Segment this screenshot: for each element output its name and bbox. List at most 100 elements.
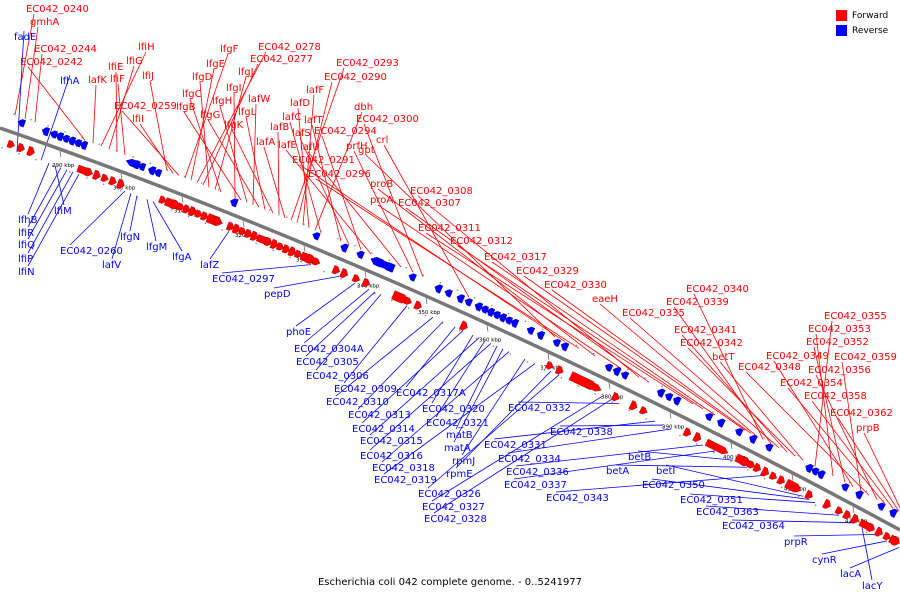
forward-gene-arrow[interactable] [873, 526, 884, 538]
reverse-gene-arrow[interactable] [620, 370, 630, 380]
forward-gene-arrow[interactable] [339, 268, 350, 279]
reverse-gene-arrow[interactable] [734, 427, 744, 437]
gene-label-mata[interactable]: matA [444, 443, 471, 454]
gene-label-ec042-0300[interactable]: EC042_0300 [356, 114, 419, 125]
forward-gene-arrow[interactable] [760, 466, 770, 478]
forward-gene-arrow[interactable] [890, 535, 900, 547]
gene-label-fade[interactable]: fadE [14, 32, 36, 43]
gene-label-prpr[interactable]: prpR [784, 537, 808, 548]
forward-gene-arrow[interactable] [351, 274, 361, 283]
gene-label-ec042-0317a[interactable]: EC042_0317A [396, 388, 466, 399]
gene-label-lfgi[interactable]: lfgI [226, 83, 242, 94]
gene-label-cynr[interactable]: cynR [812, 555, 837, 566]
reverse-gene-arrow[interactable] [55, 131, 65, 142]
forward-gene-arrow[interactable] [275, 242, 285, 252]
gene-label-ec042-0260[interactable]: EC042_0260 [60, 246, 123, 257]
forward-gene-arrow[interactable] [293, 249, 303, 259]
gene-label-gpt[interactable]: gpt [358, 145, 375, 156]
forward-gene-arrow[interactable] [311, 257, 321, 266]
forward-gene-arrow[interactable] [866, 522, 876, 533]
gene-label-betb[interactable]: betB [628, 452, 651, 463]
gene-label-ec042-0352[interactable]: EC042_0352 [806, 337, 869, 348]
reverse-gene-arrow[interactable] [492, 310, 502, 320]
forward-gene-arrow[interactable] [225, 221, 235, 232]
gene-label-ec042-0336[interactable]: EC042_0336 [506, 467, 569, 478]
forward-gene-arrow[interactable] [231, 223, 242, 235]
gene-label-lfif[interactable]: lfiF [110, 74, 125, 85]
gene-label-rpme[interactable]: rpmE [446, 469, 473, 480]
gene-label-ec042-0329[interactable]: EC042_0329 [516, 266, 579, 277]
forward-gene-arrow[interactable] [269, 238, 280, 250]
gene-label-crl[interactable]: crl [376, 135, 388, 146]
gene-label-ec042-0312[interactable]: EC042_0312 [450, 236, 513, 247]
gene-label-lfgg[interactable]: lfgG [200, 110, 220, 121]
gene-label-ec042-0313[interactable]: EC042_0313 [348, 410, 411, 421]
gene-label-ec042-0328[interactable]: EC042_0328 [424, 514, 487, 525]
gene-label-prfh[interactable]: prfH [346, 141, 368, 152]
gene-label-lafb[interactable]: lafB [270, 122, 289, 133]
reverse-gene-arrow[interactable] [559, 341, 570, 352]
gene-label-ec042-0278[interactable]: EC042_0278 [258, 42, 321, 53]
reverse-gene-arrow[interactable] [888, 507, 899, 518]
gene-label-ec042-0358[interactable]: EC042_0358 [804, 391, 867, 402]
gene-label-lfgb[interactable]: lfgB [176, 102, 196, 113]
gene-label-proa[interactable]: proA [370, 195, 393, 206]
gene-label-lafw[interactable]: lafW [248, 94, 270, 105]
forward-gene-arrow[interactable] [849, 513, 860, 525]
gene-label-pepd[interactable]: pepD [264, 289, 291, 300]
gene-label-lfij[interactable]: lfiJ [142, 71, 154, 82]
gene-label-lfgf[interactable]: lfgF [220, 44, 239, 55]
forward-gene-arrow[interactable] [158, 195, 167, 205]
gene-label-lfin[interactable]: lfiN [18, 267, 35, 278]
reverse-gene-arrow[interactable] [748, 433, 758, 445]
reverse-gene-arrow[interactable] [604, 362, 614, 372]
reverse-gene-arrow[interactable] [147, 165, 157, 176]
forward-gene-arrow[interactable] [181, 204, 191, 215]
forward-gene-arrow[interactable] [403, 296, 413, 306]
reverse-gene-arrow[interactable] [672, 395, 682, 406]
gene-label-lacy[interactable]: lacY [862, 581, 883, 592]
forward-gene-arrow[interactable] [194, 209, 203, 219]
reverse-gene-arrow[interactable] [480, 304, 490, 314]
forward-gene-arrow[interactable] [554, 365, 565, 375]
gene-label-bett[interactable]: betT [712, 352, 735, 363]
reverse-gene-arrow[interactable] [504, 315, 514, 325]
reverse-gene-arrow[interactable] [79, 140, 89, 151]
gene-label-ec042-0351[interactable]: EC042_0351 [680, 495, 743, 506]
forward-gene-arrow[interactable] [100, 173, 110, 183]
gene-label-lfir[interactable]: lfiR [18, 228, 34, 239]
gene-label-lfiq[interactable]: lfiQ [18, 240, 35, 251]
forward-gene-arrow[interactable] [776, 475, 787, 485]
gene-label-ec042-0354[interactable]: EC042_0354 [780, 378, 843, 389]
reverse-gene-arrow[interactable] [407, 272, 417, 282]
gene-label-lfga[interactable]: lfgA [172, 252, 192, 263]
forward-gene-arrow[interactable] [16, 142, 26, 153]
reverse-gene-arrow[interactable] [854, 489, 864, 500]
reverse-gene-arrow[interactable] [876, 501, 886, 511]
gene-label-ec042-0242[interactable]: EC042_0242 [20, 57, 83, 68]
reverse-gene-arrow[interactable] [131, 159, 141, 170]
gene-label-lfih[interactable]: lfiH [138, 42, 155, 53]
forward-gene-arrow[interactable] [331, 265, 342, 275]
gene-label-lfie[interactable]: lfiE [108, 62, 123, 73]
reverse-gene-arrow[interactable] [810, 466, 820, 476]
reverse-gene-arrow[interactable] [137, 162, 147, 172]
gene-label-ec042-0311[interactable]: EC042_0311 [418, 223, 481, 234]
gene-label-dbh[interactable]: dbh [354, 102, 373, 113]
gene-label-ec042-0334[interactable]: EC042_0334 [498, 454, 561, 465]
gene-label-ec042-0291[interactable]: EC042_0291 [292, 155, 355, 166]
gene-label-ec042-0296[interactable]: EC042_0296 [308, 169, 371, 180]
forward-gene-arrow[interactable] [199, 211, 209, 222]
forward-gene-arrow[interactable] [287, 246, 298, 258]
gene-label-lfgc[interactable]: lfgC [182, 89, 202, 100]
gene-label-lafz[interactable]: lafZ [200, 260, 219, 271]
gene-label-ec042-0349[interactable]: EC042_0349 [766, 351, 829, 362]
reverse-gene-arrow[interactable] [339, 242, 349, 253]
forward-gene-arrow[interactable] [752, 462, 763, 473]
gene-label-lfhb[interactable]: lfhB [18, 215, 38, 226]
gene-label-lfgl[interactable]: lfgL [238, 107, 257, 118]
gene-label-ec042-0342[interactable]: EC042_0342 [680, 338, 743, 349]
gene-label-gmha[interactable]: gmhA [30, 17, 59, 28]
gene-label-ec042-0308[interactable]: EC042_0308 [410, 186, 473, 197]
gene-label-ec042-0317[interactable]: EC042_0317 [484, 252, 547, 263]
